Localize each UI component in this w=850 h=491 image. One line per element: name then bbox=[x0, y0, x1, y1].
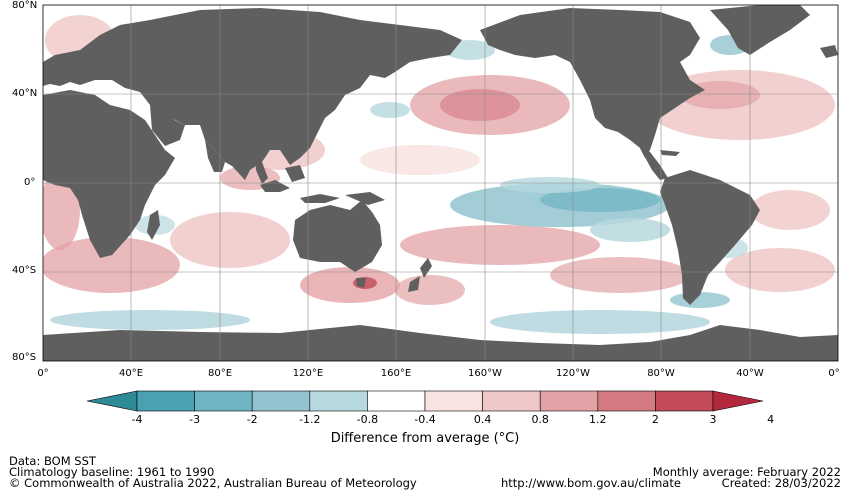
lat-label-80n: 80°N bbox=[12, 0, 38, 11]
colorbar-bin bbox=[655, 390, 714, 412]
baseline-label: Climatology baseline: 1961 to 1990 bbox=[9, 465, 215, 479]
colorbar-bin bbox=[424, 390, 483, 412]
colorbar-tick-label: 1.2 bbox=[589, 413, 607, 426]
colorbar-bin bbox=[367, 390, 426, 412]
graticule bbox=[43, 5, 838, 361]
data-source-label: Data: BOM SST bbox=[9, 454, 96, 468]
colorbar-tick-label: -0.4 bbox=[414, 413, 436, 426]
colorbar-bin bbox=[136, 390, 195, 412]
lat-label-80s: 80°S bbox=[12, 352, 37, 363]
colorbar-tick-label: -1.2 bbox=[299, 413, 321, 426]
colorbar-title: Difference from average (°C) bbox=[330, 431, 520, 446]
greenland-landmass bbox=[710, 5, 810, 55]
colorbar-tick-label: 4 bbox=[767, 413, 775, 426]
colorbar-bin bbox=[309, 390, 368, 412]
lat-label-40s: 40°S bbox=[12, 265, 37, 276]
colorbar-extend-low bbox=[86, 390, 138, 412]
lon-label-0-east: 0° bbox=[828, 368, 840, 379]
lon-label-80e: 80°E bbox=[207, 368, 233, 379]
colorbar-tick-label: -2 bbox=[246, 413, 258, 426]
australia-landmass bbox=[293, 200, 382, 272]
warm-anomaly-areas bbox=[43, 15, 835, 305]
antarctica-landmass bbox=[43, 325, 838, 361]
colorbar-tick-label: -0.8 bbox=[356, 413, 379, 426]
colorbar-bin bbox=[251, 390, 311, 412]
colorbar-tick-label: 3 bbox=[709, 413, 717, 426]
cool-anomaly-areas bbox=[50, 35, 750, 334]
colorbar-tick-label: 0.4 bbox=[473, 413, 492, 426]
colorbar-extend-high bbox=[712, 390, 764, 412]
colorbar-tick-label: -4 bbox=[131, 413, 143, 426]
colorbar bbox=[86, 390, 764, 412]
colorbar-tick-label: -3 bbox=[189, 413, 201, 426]
lon-label-40w: 40°W bbox=[736, 368, 764, 379]
lat-label-equator: 0° bbox=[24, 177, 36, 188]
lon-label-160w: 160°W bbox=[468, 368, 502, 379]
land-masses bbox=[43, 5, 838, 361]
lon-label-160e: 160°E bbox=[380, 368, 412, 379]
africa-landmass bbox=[43, 90, 175, 258]
lon-label-120e: 120°E bbox=[292, 368, 324, 379]
lat-label-40n: 40°N bbox=[12, 88, 38, 99]
north-america-landmass bbox=[480, 8, 705, 158]
colorbar-tick-label: 2 bbox=[651, 413, 659, 426]
colorbar-bin bbox=[597, 390, 656, 412]
colorbar-bin bbox=[482, 390, 541, 412]
created-date-label: Created: 28/03/2022 bbox=[721, 476, 841, 490]
lon-label-120w: 120°W bbox=[556, 368, 590, 379]
colorbar-tick-label: 0.8 bbox=[531, 413, 549, 426]
south-america-landmass bbox=[660, 170, 760, 305]
lon-label-40e: 40°E bbox=[118, 368, 144, 379]
colorbar-bin bbox=[539, 390, 599, 412]
lon-label-80w: 80°W bbox=[647, 368, 675, 379]
colorbar-bin bbox=[194, 390, 253, 412]
bom-url-link[interactable]: http://www.bom.gov.au/climate bbox=[501, 476, 681, 490]
map-frame bbox=[42, 4, 839, 362]
copyright-label: © Commonwealth of Australia 2022, Austra… bbox=[9, 476, 417, 490]
lon-label-0: 0° bbox=[37, 368, 49, 379]
period-label: Monthly average: February 2022 bbox=[652, 465, 841, 479]
